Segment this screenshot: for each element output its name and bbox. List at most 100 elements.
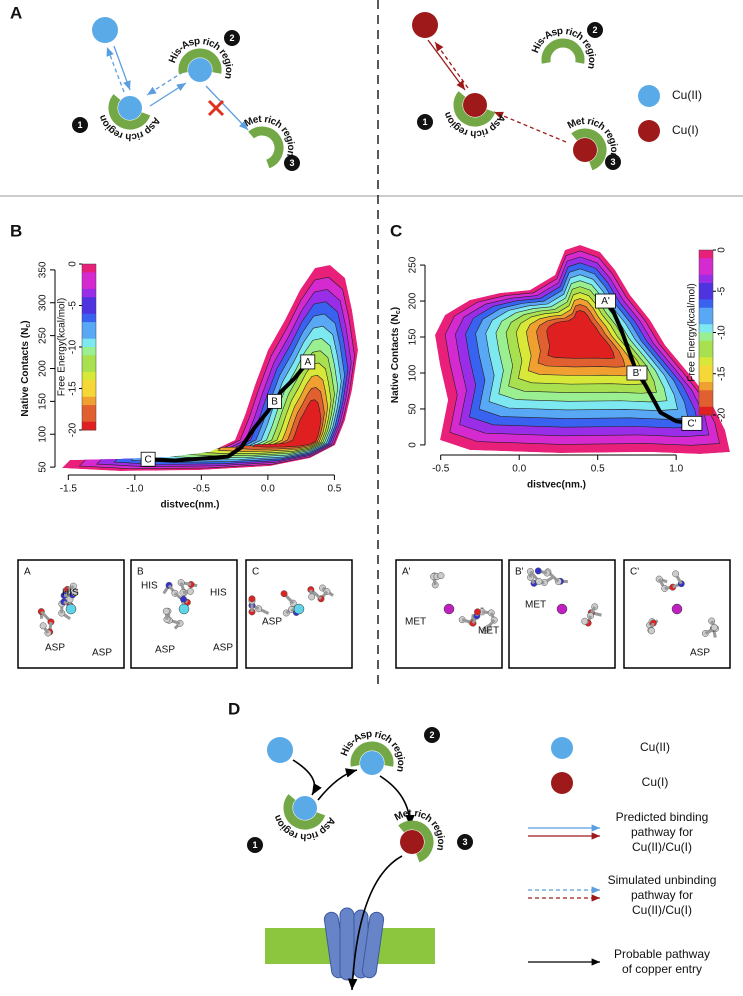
colorbar: 0 -5 -10 -15 -20 Free Energy(kcal/mol) [687, 247, 728, 422]
colorbar-segment [699, 258, 713, 267]
colorbar-segment [82, 305, 96, 315]
legend-label: Probable pathway [614, 947, 710, 961]
site-label: His-Asp rich region [530, 25, 598, 70]
atom [248, 595, 256, 603]
state-label: A' [601, 296, 610, 307]
atom [672, 570, 680, 578]
panel-label: B [10, 221, 22, 240]
site-arc [108, 94, 151, 130]
colorbar-tick-label: -20 [717, 407, 728, 422]
colorbar-segment [699, 324, 713, 333]
structure-label: A [24, 567, 31, 578]
y-tick-label: 100 [408, 364, 419, 381]
atom [484, 624, 492, 632]
site-number: 2 [592, 25, 597, 35]
colorbar-segment [82, 388, 96, 398]
state-label: C [145, 454, 152, 465]
structure-box: A' MET MET [395, 559, 503, 669]
colorbar-segment [699, 307, 713, 317]
residue-label: ASP [92, 648, 112, 659]
colorbar-segment [82, 405, 96, 414]
colorbar-tick-label: -10 [717, 325, 728, 340]
panel-label: C [390, 221, 402, 240]
copper-atom [293, 603, 305, 615]
residue-label: HIS [210, 588, 227, 599]
residue-label: MET [405, 617, 426, 628]
site-number: 2 [429, 730, 434, 740]
colorbar-label: Free Energy(kcal/mol) [687, 283, 698, 381]
site-arc [350, 741, 394, 767]
site-number: 3 [289, 158, 294, 168]
site-badge [224, 30, 240, 46]
y-axis-label: Native Contacts (Nc) [390, 307, 403, 403]
plot-b: A B C -1.5 -1.0 -0.5 0.0 0.5 50 100 150 200 250 300 35… [20, 261, 358, 511]
site-badge [417, 114, 433, 130]
colorbar-segment [699, 398, 713, 408]
x-tick-label: 1.0 [669, 464, 683, 475]
pathway [148, 360, 310, 463]
colorbar-segment [699, 340, 713, 350]
panel-a-arrows [106, 39, 567, 143]
state-label: B' [633, 368, 642, 379]
legend-swatch [638, 85, 660, 107]
copper-ion [412, 12, 438, 38]
residue-label: HIS [62, 588, 79, 599]
site-arc [571, 128, 607, 171]
plot-c: A' B' C' -0.5 0.0 0.5 1.0 0 50 100 150 200 250 distve… [390, 245, 730, 491]
state-label: C' [687, 418, 696, 429]
legend-label: Cu(II)/Cu(I) [632, 840, 692, 854]
colorbar-tick-label: -20 [68, 422, 79, 437]
energy-contour [252, 399, 322, 448]
colorbar-segment [82, 338, 96, 348]
structure-label: B [137, 567, 144, 578]
state-marker [267, 393, 282, 409]
arrow [292, 759, 322, 796]
legend-label: Cu(I) [642, 775, 669, 789]
site-number: 1 [252, 840, 257, 850]
state-marker [626, 365, 648, 381]
legend-label: Cu(II) [672, 88, 702, 102]
residue-label: MET [525, 600, 546, 611]
colorbar-tick-label: -5 [68, 301, 79, 310]
colorbar-segment [699, 373, 713, 383]
colorbar-segment [82, 413, 96, 423]
channel-helix [361, 911, 385, 979]
copper-ion [360, 751, 384, 775]
colorbar-segment [82, 297, 96, 306]
y-tick-label: 300 [38, 294, 49, 311]
site-arc [178, 48, 222, 74]
x-tick-label: -1.0 [126, 484, 144, 495]
arrow [149, 82, 187, 107]
structure-label: C' [630, 567, 639, 578]
colorbar-segment [82, 272, 96, 282]
energy-contour [546, 310, 615, 359]
colorbar-segment [82, 363, 96, 373]
legend-label: Cu(I) [672, 123, 699, 137]
colorbar-segment [699, 299, 713, 309]
y-tick-label: 100 [38, 425, 49, 442]
colorbar-tick-label: -10 [68, 339, 79, 354]
residue-label: ASP [213, 643, 233, 654]
y-tick-label: 200 [38, 360, 49, 377]
legend-label: Predicted binding [616, 810, 709, 824]
site-label-path: His-Asp rich region [530, 25, 598, 70]
y-tick-label: 0 [408, 442, 419, 448]
copper-ion [573, 138, 597, 162]
colorbar-label: Free Energy(kcal/mol) [57, 298, 68, 396]
arrow [427, 39, 466, 91]
x-tick-label: -0.5 [193, 484, 211, 495]
site-badge [284, 155, 300, 171]
arrow [493, 111, 567, 143]
site-number: 1 [77, 120, 82, 130]
atom [180, 595, 187, 603]
x-tick-label: 0.0 [512, 464, 526, 475]
colorbar-segment [82, 371, 96, 381]
arrow [434, 41, 469, 89]
site-number: 2 [229, 33, 234, 43]
copper-atom [671, 603, 683, 615]
x-tick-label: -1.5 [60, 484, 78, 495]
arrow [106, 46, 125, 93]
